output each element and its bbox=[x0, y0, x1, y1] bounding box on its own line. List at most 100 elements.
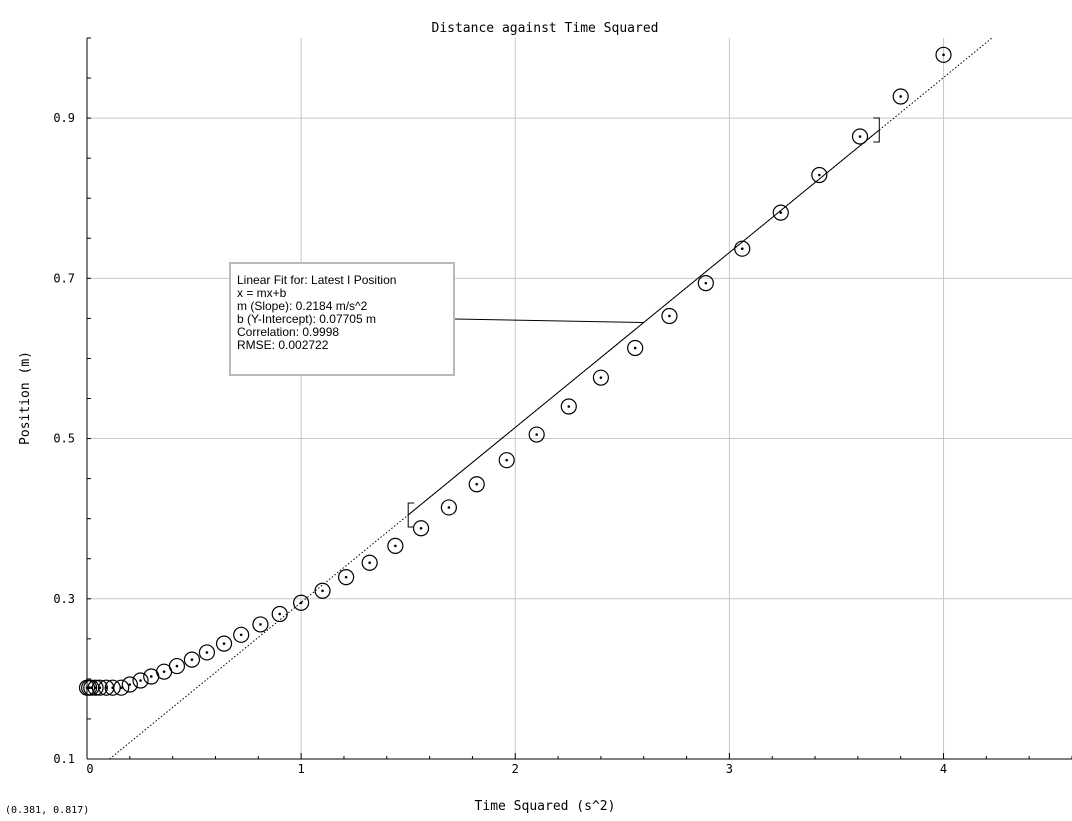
data-point-ring bbox=[627, 339, 644, 357]
data-point-dot bbox=[239, 633, 243, 637]
data-point bbox=[734, 240, 751, 257]
data-point-dot bbox=[344, 575, 348, 579]
data-point-dot bbox=[447, 506, 451, 509]
data-point bbox=[440, 499, 457, 516]
data-point-dot bbox=[175, 664, 179, 668]
tick-labels: 0 1 2 3 4 0.1 0.3 0.5 0.7 0.9 bbox=[53, 111, 947, 776]
fit-annotation-line: m (Slope): 0.2184 m/s^2 bbox=[237, 299, 368, 313]
data-point-ring bbox=[183, 651, 201, 668]
data-point-ring bbox=[440, 499, 457, 516]
data-point-ring bbox=[560, 398, 577, 415]
fit-line bbox=[109, 37, 993, 760]
data-point-ring bbox=[361, 554, 378, 571]
data-point bbox=[252, 616, 269, 633]
x-tick-label: 4 bbox=[940, 762, 947, 776]
y-tick-label: 0.1 bbox=[53, 752, 75, 766]
data-point-ring bbox=[293, 594, 310, 611]
data-point bbox=[560, 398, 577, 415]
data-point bbox=[811, 166, 828, 184]
data-point-dot bbox=[149, 675, 153, 678]
data-point-dot bbox=[668, 314, 671, 318]
data-point-dot bbox=[475, 482, 479, 486]
data-point bbox=[697, 275, 714, 292]
data-point-ring bbox=[215, 635, 233, 652]
data-point-dot bbox=[899, 95, 902, 98]
data-point bbox=[412, 520, 430, 537]
fit-annotation-line: b (Y-Intercept): 0.07705 m bbox=[237, 312, 376, 326]
data-point-ring bbox=[87, 679, 104, 696]
data-point bbox=[661, 307, 678, 325]
fit-annotation-line: Correlation: 0.9998 bbox=[237, 325, 340, 339]
data-point bbox=[168, 657, 186, 675]
data-point bbox=[215, 635, 233, 652]
data-point bbox=[892, 88, 909, 105]
data-point-dot bbox=[278, 612, 282, 616]
data-point-dot bbox=[259, 623, 262, 626]
data-point-dot bbox=[222, 642, 226, 645]
x-tick-label: 3 bbox=[726, 762, 733, 776]
fit-annotation-line: RMSE: 0.002722 bbox=[237, 338, 329, 352]
fit-range-end-bracket bbox=[873, 117, 880, 143]
data-point-ring bbox=[468, 476, 485, 493]
data-point bbox=[361, 554, 378, 571]
data-point-ring bbox=[387, 537, 404, 555]
data-point-ring bbox=[132, 672, 149, 689]
grid bbox=[87, 38, 1072, 759]
data-point-ring bbox=[772, 204, 789, 221]
y-axis-label: Position (m) bbox=[18, 351, 33, 445]
x-axis-label: Time Squared (s^2) bbox=[475, 799, 616, 814]
data-points bbox=[78, 46, 952, 696]
data-point bbox=[183, 651, 201, 668]
data-point-dot bbox=[942, 53, 945, 57]
data-point-dot bbox=[419, 526, 423, 530]
data-point-ring bbox=[271, 605, 288, 623]
x-tick-label: 0 bbox=[86, 762, 93, 776]
data-point-dot bbox=[779, 211, 783, 214]
data-point-dot bbox=[599, 376, 603, 379]
annotation-leader-line bbox=[454, 318, 644, 323]
data-point bbox=[337, 569, 355, 586]
data-point-ring bbox=[811, 166, 828, 184]
data-point-ring bbox=[233, 626, 250, 643]
data-point bbox=[233, 626, 250, 643]
data-point bbox=[468, 476, 485, 493]
data-point-dot bbox=[119, 686, 123, 690]
data-point bbox=[132, 672, 149, 689]
data-point-ring bbox=[113, 679, 130, 696]
data-point-ring bbox=[252, 616, 269, 633]
data-point-ring bbox=[412, 520, 430, 537]
data-point-ring bbox=[661, 307, 678, 325]
data-point-ring bbox=[592, 369, 610, 386]
data-point bbox=[121, 676, 138, 693]
data-point-dot bbox=[139, 679, 142, 682]
data-point-ring bbox=[168, 657, 186, 675]
data-point bbox=[627, 339, 644, 357]
data-point-ring bbox=[198, 644, 216, 661]
data-point-ring bbox=[314, 582, 331, 599]
x-tick-label: 1 bbox=[298, 762, 305, 776]
data-point bbox=[851, 128, 869, 145]
data-point-dot bbox=[94, 686, 97, 690]
data-point bbox=[271, 605, 288, 623]
cursor-coordinate-readout: (0.381, 0.817) bbox=[5, 805, 90, 816]
data-point bbox=[87, 679, 104, 696]
data-point bbox=[592, 369, 610, 386]
data-point-dot bbox=[190, 658, 194, 661]
data-point bbox=[314, 582, 331, 599]
fit-annotation-line: Linear Fit for: Latest I Position bbox=[237, 273, 397, 287]
data-point-ring bbox=[121, 676, 138, 693]
data-point bbox=[293, 594, 310, 611]
data-point-ring bbox=[498, 452, 515, 469]
linear-fit-annotation[interactable]: Linear Fit for: Latest I Position x = mx… bbox=[229, 262, 455, 376]
data-point-dot bbox=[128, 683, 132, 686]
data-point-dot bbox=[299, 601, 303, 605]
data-point bbox=[498, 452, 515, 469]
y-tick-label: 0.5 bbox=[53, 432, 75, 446]
data-point bbox=[198, 644, 216, 661]
data-point-dot bbox=[567, 405, 571, 408]
data-point bbox=[935, 46, 952, 63]
data-point-ring bbox=[851, 128, 869, 145]
fit-range-start-bracket bbox=[407, 502, 415, 528]
data-point-ring bbox=[528, 426, 545, 443]
